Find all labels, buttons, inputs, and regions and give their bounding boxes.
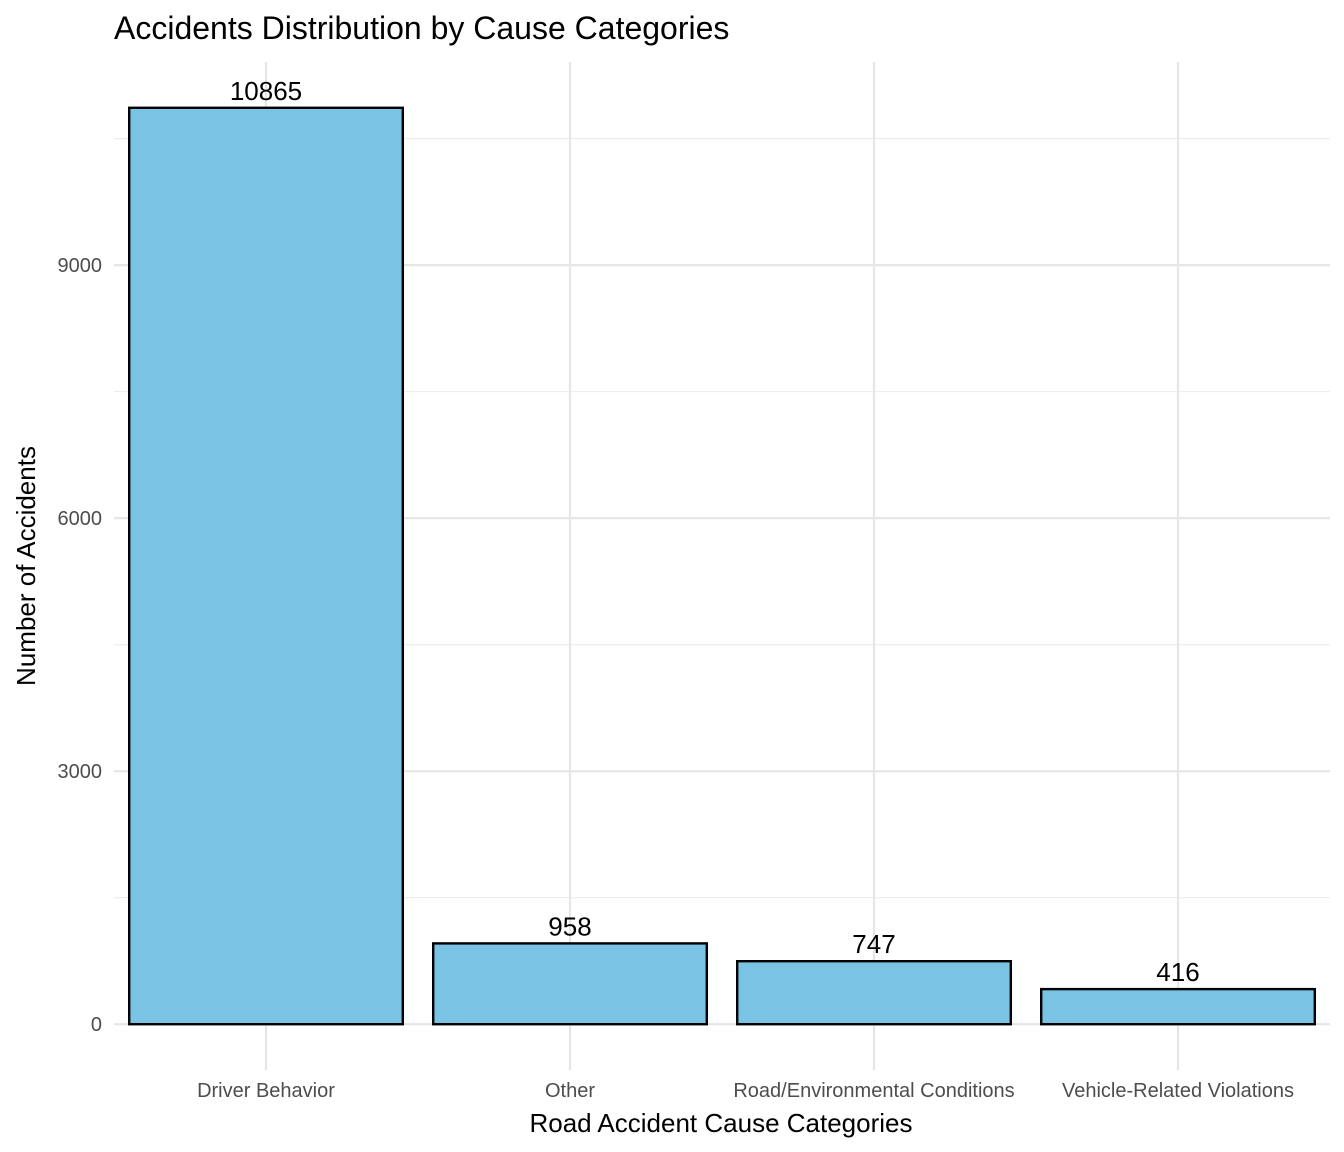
chart-title: Accidents Distribution by Cause Categori… (114, 10, 729, 46)
y-axis-ticks: 0 3000 6000 9000 (58, 255, 103, 1036)
y-tick-label: 9000 (58, 255, 103, 277)
y-tick-label: 0 (91, 1014, 102, 1036)
bar-value-label: 416 (1156, 957, 1199, 987)
y-tick-label: 6000 (58, 508, 103, 530)
x-axis-title: Road Accident Cause Categories (529, 1108, 912, 1138)
bars (127, 106, 1316, 1026)
bar (1039, 987, 1316, 1026)
bar (432, 942, 709, 1026)
y-axis-title: Number of Accidents (11, 446, 41, 686)
data-labels: 10865 958 747 416 (230, 76, 1200, 987)
x-tick-label: Road/Environmental Conditions (733, 1080, 1014, 1102)
bar-value-label: 747 (852, 929, 895, 959)
bar-value-label: 10865 (230, 76, 302, 106)
x-tick-label: Other (545, 1080, 595, 1102)
x-tick-label: Driver Behavior (197, 1080, 335, 1102)
x-tick-label: Vehicle-Related Violations (1062, 1080, 1294, 1102)
bar (127, 106, 405, 1026)
x-axis-ticks: Driver Behavior Other Road/Environmental C… (197, 1080, 1294, 1102)
bar-value-label: 958 (548, 911, 591, 941)
bar (736, 959, 1013, 1026)
y-tick-label: 3000 (58, 761, 103, 783)
